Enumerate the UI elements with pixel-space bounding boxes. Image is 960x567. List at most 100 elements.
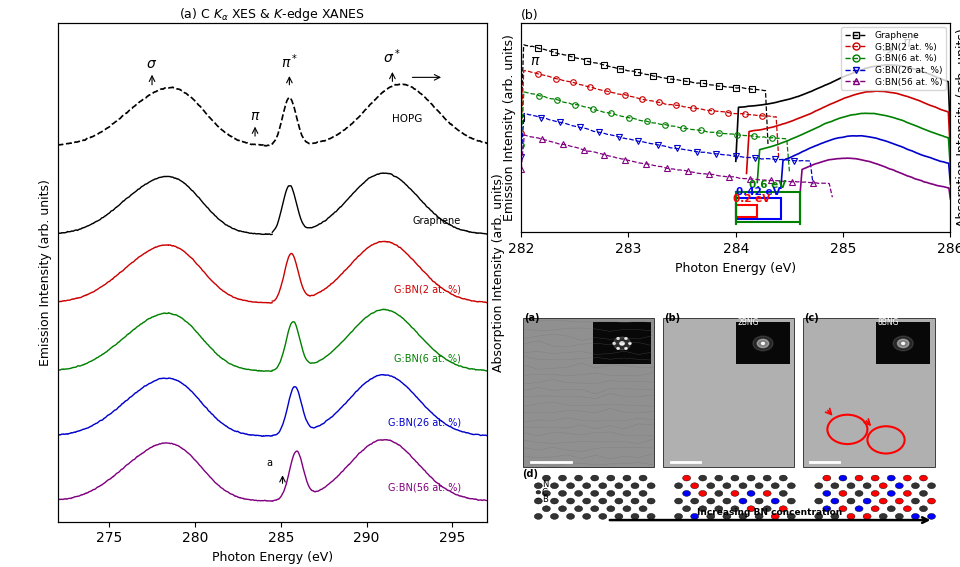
Bar	[522, 318, 654, 467]
Text: G:BN(56 at. %): G:BN(56 at. %)	[388, 483, 461, 493]
Circle shape	[823, 490, 830, 496]
Circle shape	[920, 475, 927, 481]
Circle shape	[625, 337, 627, 339]
Circle shape	[542, 490, 550, 496]
Circle shape	[623, 475, 631, 481]
Circle shape	[599, 483, 607, 489]
Circle shape	[815, 483, 823, 489]
Bar	[735, 198, 780, 219]
Circle shape	[639, 490, 647, 496]
Text: $\sigma$: $\sigma$	[147, 57, 157, 70]
Circle shape	[707, 514, 715, 519]
Circle shape	[623, 506, 631, 511]
Circle shape	[623, 490, 631, 496]
Circle shape	[780, 506, 787, 511]
Circle shape	[903, 490, 911, 496]
Text: Increasing BN concentration: Increasing BN concentration	[698, 508, 843, 517]
Circle shape	[550, 514, 559, 519]
Circle shape	[607, 475, 614, 481]
Circle shape	[756, 483, 763, 489]
Circle shape	[559, 506, 566, 511]
Circle shape	[747, 475, 756, 481]
Text: (a): (a)	[524, 314, 540, 323]
Circle shape	[901, 342, 904, 345]
Text: $\pi$: $\pi$	[250, 109, 260, 123]
X-axis label: Photon Energy (eV): Photon Energy (eV)	[211, 551, 333, 564]
Bar	[735, 192, 801, 222]
Circle shape	[839, 475, 847, 481]
Bar	[735, 205, 757, 217]
Circle shape	[927, 498, 936, 504]
Circle shape	[639, 506, 647, 511]
Circle shape	[871, 506, 879, 511]
Circle shape	[896, 498, 903, 504]
Circle shape	[927, 483, 936, 489]
Circle shape	[823, 506, 830, 511]
Circle shape	[855, 475, 863, 481]
Circle shape	[903, 475, 911, 481]
Circle shape	[920, 506, 927, 511]
Circle shape	[871, 490, 879, 496]
Y-axis label: Emission Intensity (arb. units): Emission Intensity (arb. units)	[39, 179, 52, 366]
Circle shape	[757, 339, 769, 348]
Circle shape	[607, 506, 614, 511]
Circle shape	[639, 475, 647, 481]
Circle shape	[675, 514, 683, 519]
Circle shape	[647, 483, 655, 489]
Circle shape	[830, 498, 839, 504]
Circle shape	[690, 483, 699, 489]
Circle shape	[830, 483, 839, 489]
Circle shape	[535, 514, 542, 519]
Circle shape	[631, 498, 639, 504]
Circle shape	[839, 506, 847, 511]
Circle shape	[613, 337, 631, 350]
Circle shape	[625, 348, 627, 349]
Text: $\pi$: $\pi$	[530, 54, 540, 69]
Circle shape	[911, 483, 920, 489]
Circle shape	[815, 514, 823, 519]
Circle shape	[690, 498, 699, 504]
Circle shape	[583, 498, 590, 504]
Legend: Graphene, G:BN(2 at. %), G:BN(6 at. %), G:BN(26 at. %), G:BN(56 at. %): Graphene, G:BN(2 at. %), G:BN(6 at. %), …	[841, 27, 946, 90]
Circle shape	[631, 483, 639, 489]
Text: (d): (d)	[522, 469, 539, 479]
Circle shape	[731, 475, 739, 481]
Circle shape	[761, 342, 764, 345]
Circle shape	[613, 342, 615, 344]
Circle shape	[871, 475, 879, 481]
Circle shape	[879, 514, 887, 519]
Circle shape	[863, 498, 871, 504]
Circle shape	[683, 506, 690, 511]
Circle shape	[699, 506, 707, 511]
Circle shape	[887, 506, 896, 511]
Circle shape	[855, 490, 863, 496]
Circle shape	[731, 506, 739, 511]
Circle shape	[887, 490, 896, 496]
Circle shape	[607, 490, 614, 496]
Circle shape	[723, 514, 731, 519]
Circle shape	[920, 490, 927, 496]
Circle shape	[559, 475, 566, 481]
Circle shape	[855, 506, 863, 511]
Circle shape	[863, 514, 871, 519]
Circle shape	[620, 342, 624, 345]
Circle shape	[575, 490, 583, 496]
Circle shape	[747, 490, 756, 496]
Circle shape	[566, 498, 575, 504]
Circle shape	[715, 475, 723, 481]
Circle shape	[536, 498, 540, 501]
Circle shape	[747, 506, 756, 511]
Circle shape	[631, 514, 639, 519]
Circle shape	[550, 483, 559, 489]
Text: B: B	[541, 495, 548, 504]
Text: N: N	[541, 480, 548, 489]
Bar	[662, 318, 795, 467]
Circle shape	[536, 490, 540, 494]
X-axis label: Photon Energy (eV): Photon Energy (eV)	[675, 261, 797, 274]
Circle shape	[617, 348, 619, 349]
Circle shape	[753, 336, 773, 351]
Circle shape	[780, 475, 787, 481]
Circle shape	[690, 514, 699, 519]
Circle shape	[599, 498, 607, 504]
Circle shape	[771, 514, 780, 519]
